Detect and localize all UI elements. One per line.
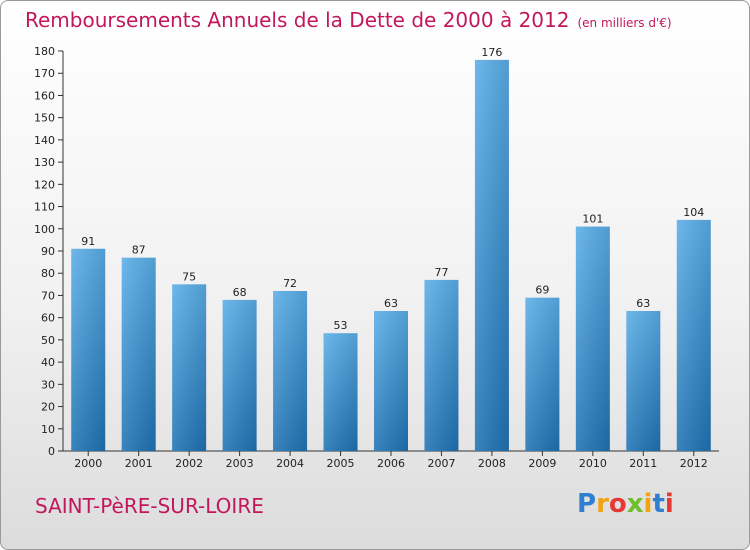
bar-shade	[626, 311, 661, 451]
bar-value-label: 72	[283, 277, 297, 290]
proxiti-logo: Proxiti	[577, 489, 674, 519]
y-tick-label: 180	[34, 45, 55, 58]
bar-shade	[474, 59, 509, 452]
x-tick-label: 2007	[427, 457, 455, 470]
commune-name: SAINT-PèRE-SUR-LOIRE	[35, 494, 264, 518]
x-tick-label: 2001	[125, 457, 153, 470]
bar-value-label: 53	[334, 319, 348, 332]
bar-shade	[374, 311, 408, 451]
y-tick-label: 170	[34, 67, 55, 80]
bar-value-label: 101	[582, 213, 603, 226]
bar-shade	[575, 226, 610, 451]
y-tick-label: 50	[41, 334, 55, 347]
y-tick-label: 20	[41, 401, 55, 414]
bar-value-label: 68	[233, 286, 247, 299]
bar-value-label: 91	[81, 235, 95, 248]
y-tick-label: 60	[41, 312, 55, 325]
bar-value-label: 63	[636, 297, 650, 310]
bar-shade	[273, 291, 308, 451]
title-text: Remboursements Annuels de la Dette de 20…	[25, 8, 570, 32]
y-tick-label: 110	[34, 201, 55, 214]
x-tick-label: 2005	[327, 457, 355, 470]
chart-title: Remboursements Annuels de la Dette de 20…	[25, 8, 672, 32]
x-tick-label: 2003	[226, 457, 254, 470]
y-tick-label: 150	[34, 112, 55, 125]
y-tick-label: 90	[41, 245, 55, 258]
y-tick-label: 10	[41, 423, 55, 436]
y-tick-label: 120	[34, 178, 55, 191]
x-tick-label: 2011	[629, 457, 657, 470]
title-unit: (en milliers d'€)	[577, 16, 672, 30]
y-tick-label: 130	[34, 156, 55, 169]
bar-value-label: 87	[132, 244, 146, 257]
bar-value-label: 63	[384, 297, 398, 310]
bar-shade	[71, 248, 106, 451]
x-tick-label: 2002	[175, 457, 203, 470]
y-tick-label: 0	[48, 445, 55, 458]
x-tick-label: 2008	[478, 457, 506, 470]
y-tick-label: 70	[41, 289, 55, 302]
x-tick-label: 2010	[579, 457, 607, 470]
x-tick-label: 2012	[680, 457, 708, 470]
bar-shade	[222, 299, 257, 451]
bar-shade	[323, 333, 358, 451]
y-tick-label: 160	[34, 89, 55, 102]
bar-shade	[121, 257, 156, 451]
bar-shade	[424, 279, 459, 451]
x-tick-label: 2004	[276, 457, 304, 470]
x-tick-label: 2000	[74, 457, 102, 470]
y-tick-label: 30	[41, 378, 55, 391]
bar-value-label: 69	[535, 284, 549, 297]
x-tick-label: 2009	[528, 457, 556, 470]
y-tick-label: 80	[41, 267, 55, 280]
bar-value-label: 77	[434, 266, 448, 279]
y-tick-label: 100	[34, 223, 55, 236]
y-tick-label: 40	[41, 356, 55, 369]
bar-shade	[525, 297, 560, 451]
bar-value-label: 176	[481, 46, 502, 59]
bar-shade	[172, 284, 207, 451]
bar-value-label: 75	[182, 270, 196, 283]
bar-value-label: 104	[683, 206, 704, 219]
bar-shade	[676, 219, 711, 451]
x-tick-label: 2006	[377, 457, 405, 470]
y-tick-label: 140	[34, 134, 55, 147]
